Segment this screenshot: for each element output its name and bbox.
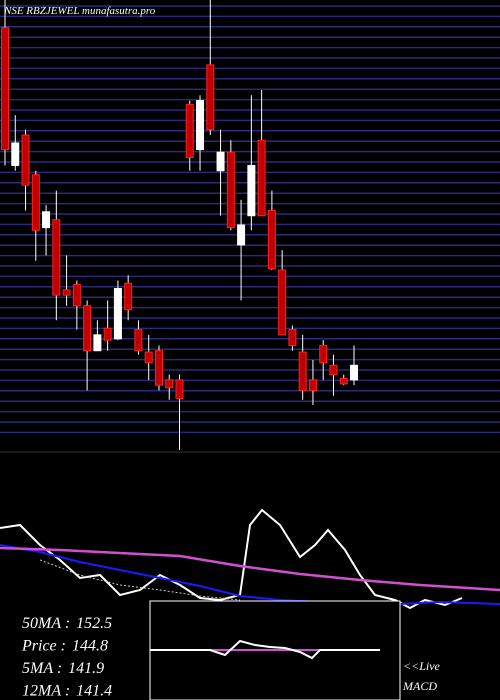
macd-label: MACD — [402, 679, 437, 693]
macd-line — [150, 639, 380, 660]
candle-body — [144, 351, 153, 364]
candle-body — [216, 151, 225, 172]
indicator-label: 5MA : — [22, 660, 62, 677]
indicator-text: Price : 144.8 — [21, 638, 108, 655]
candle-body — [175, 379, 184, 399]
candle-body — [93, 334, 102, 352]
live-link[interactable]: <<Live — [403, 659, 441, 673]
price-line — [0, 508, 463, 610]
indicator-value: 141.9 — [68, 660, 104, 677]
candle-body — [83, 305, 92, 352]
candle-body — [226, 151, 235, 229]
indicator-text: 50MA : 152.5 — [22, 615, 112, 632]
candle-body — [298, 351, 307, 391]
ma-dotted — [39, 559, 241, 601]
indicator-value: 152.5 — [76, 615, 112, 632]
candle-body — [329, 364, 338, 376]
candle-body — [257, 139, 266, 217]
indicator-text: 5MA : 141.9 — [22, 660, 104, 677]
candle-body — [206, 64, 215, 131]
candle-body — [154, 350, 163, 386]
chart-title: NSE RBZJEWEL munafasutra.pro — [3, 5, 156, 17]
candle-body — [103, 327, 112, 341]
candle-body — [247, 164, 256, 217]
candle-body — [237, 224, 246, 246]
candle-body — [134, 329, 143, 352]
indicator-value: 144.8 — [72, 638, 108, 655]
indicator-label: 12MA : — [22, 683, 70, 700]
ma-magenta — [0, 546, 500, 592]
indicator-value: 141.4 — [76, 683, 112, 700]
indicator-label: 50MA : — [22, 615, 70, 632]
candle-body — [196, 100, 205, 151]
candles — [1, 0, 358, 450]
candle-body — [11, 142, 20, 166]
candle-body — [350, 364, 358, 381]
candle-body — [288, 329, 297, 346]
candle-body — [165, 379, 174, 389]
candle-body — [52, 219, 61, 296]
candle-body — [42, 211, 51, 229]
candle-body — [31, 174, 40, 231]
candle-body — [339, 378, 348, 385]
indicator-label: Price : — [21, 638, 66, 655]
candle-body — [185, 104, 194, 158]
candle-body — [1, 27, 9, 151]
candle-body — [308, 379, 317, 391]
candle-body — [113, 288, 122, 340]
candle-body — [62, 289, 71, 296]
candle-body — [21, 134, 30, 186]
candle-body — [278, 269, 287, 336]
candle-body — [267, 209, 276, 270]
candle-body — [72, 284, 81, 307]
grid — [0, 5, 500, 434]
indicator-text: 12MA : 141.4 — [22, 683, 112, 700]
candle-body — [319, 344, 328, 364]
candle-body — [124, 282, 133, 311]
